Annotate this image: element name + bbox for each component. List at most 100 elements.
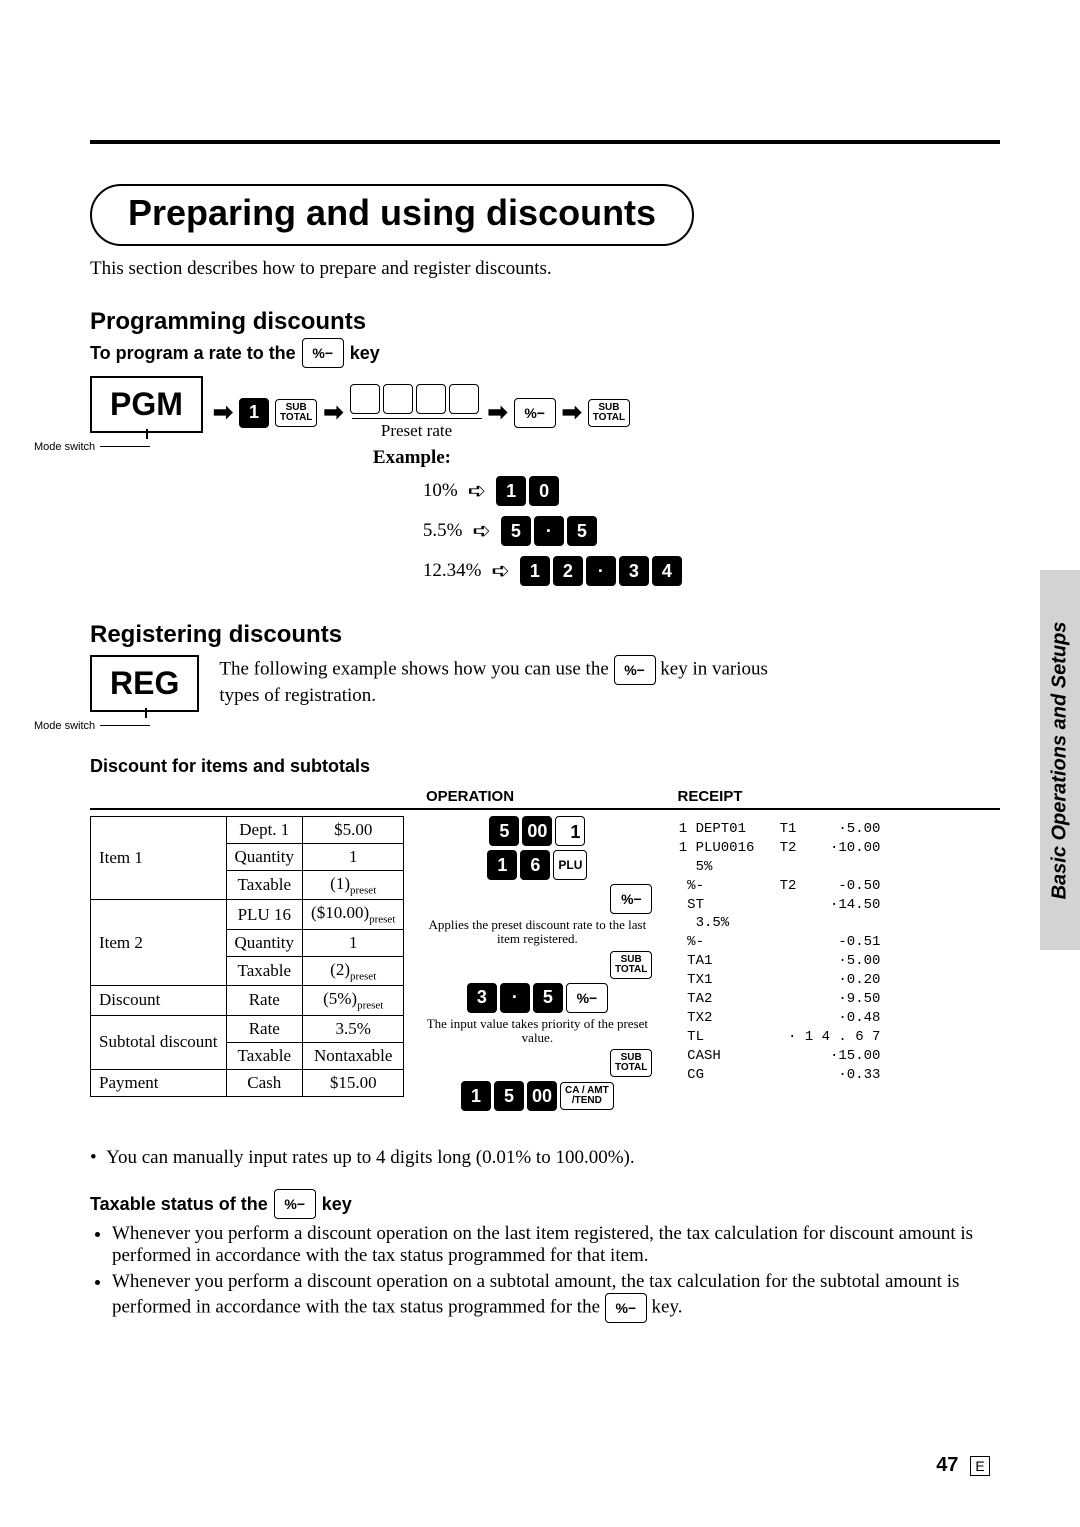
tax-bullet-2-text: Whenever you perform a discount operatio… [112, 1271, 959, 1317]
example-row: 10% ➪ 10 [423, 473, 682, 509]
table-cell: 1 [303, 929, 404, 956]
table-cell: (5%)preset [303, 986, 404, 1015]
subtotal-key-icon: SUB TOTAL [275, 399, 317, 427]
mode-switch-label: Mode switch [34, 720, 95, 732]
reg-mode-box: REG [90, 655, 199, 712]
page-number: 47 E [936, 1454, 990, 1477]
arrow-icon: ➡ [488, 395, 508, 431]
plu-key-icon: PLU [553, 850, 587, 880]
subtotal-key-icon: SUB TOTAL [588, 399, 630, 427]
percent-minus-key-icon: %− [566, 983, 608, 1013]
example-label: Example: [373, 447, 682, 469]
key-00: 00 [522, 816, 552, 846]
key-1: 1 [496, 476, 526, 506]
pgm-sequence: PGM Mode switch ➡ 1 SUB TOTAL ➡ [90, 376, 1000, 593]
key-dot: · [500, 983, 530, 1013]
ca-amt-tend-key-icon: CA / AMT /TEND [560, 1082, 614, 1110]
tax-head-prefix: Taxable status of the [90, 1194, 268, 1215]
reg-body-prefix: The following example shows how you can … [219, 658, 613, 679]
table-cell: ($10.00)preset [303, 900, 404, 929]
programming-discounts-heading: Programming discounts [90, 308, 1000, 336]
registering-discounts-body: The following example shows how you can … [219, 655, 779, 707]
arrow-icon: ➡ [562, 395, 582, 431]
percent-minus-key-icon: %− [274, 1189, 316, 1219]
dept-1-key-icon: 1 [555, 816, 585, 846]
table-cell: $15.00 [303, 1069, 404, 1096]
table-cell: Taxable [226, 1042, 303, 1069]
subtotal-key-icon: SUB TOTAL [610, 951, 652, 979]
example-key-row: 10 [496, 476, 559, 506]
open-arrow-icon: ➪ [468, 473, 486, 509]
mode-switch-leader [100, 446, 150, 447]
key-1: 1 [239, 398, 269, 428]
table-cell: (1)preset [303, 871, 404, 900]
example-percent-label: 10% [423, 480, 458, 502]
manual-input-note: • You can manually input rates up to 4 d… [90, 1147, 1000, 1169]
table-cell: Quantity [226, 844, 303, 871]
key-5: 5 [489, 816, 519, 846]
table-cell: Quantity [226, 929, 303, 956]
table-cell: 3.5% [303, 1015, 404, 1042]
table-row: Item 2PLU 16($10.00)preset [91, 900, 404, 929]
subtotal-bot: TOTAL [280, 413, 312, 423]
table-row: PaymentCash$15.00 [91, 1069, 404, 1096]
table-cell: PLU 16 [226, 900, 303, 929]
table-cell: Item 1 [91, 817, 227, 900]
key-5: 5 [501, 516, 531, 546]
percent-minus-key-icon: %− [514, 398, 556, 428]
blank-key-icon [449, 384, 479, 414]
key-6: 6 [520, 850, 550, 880]
key-5: 5 [494, 1081, 524, 1111]
example-key-row: 12·34 [520, 556, 682, 586]
key-3: 3 [467, 983, 497, 1013]
subhead-suffix: key [350, 343, 380, 364]
table-row: Subtotal discountRate3.5% [91, 1015, 404, 1042]
subhead-prefix: To program a rate to the [90, 343, 296, 364]
key-·: · [586, 556, 616, 586]
table-cell: Dept. 1 [226, 817, 303, 844]
key-5: 5 [567, 516, 597, 546]
key-2: 2 [553, 556, 583, 586]
percent-minus-key-icon: %− [302, 338, 344, 368]
tax-bullet-2-suffix: key. [652, 1297, 683, 1318]
page-letter: E [970, 1456, 990, 1476]
table-cell: Taxable [226, 871, 303, 900]
operation-column: 5 00 1 1 6 PLU %− Applies the preset dis… [422, 816, 652, 1119]
blank-key-icon [416, 384, 446, 414]
table-cell: Nontaxable [303, 1042, 404, 1069]
subtotal-top: SUB [286, 403, 307, 413]
pgm-mode-box: PGM [90, 376, 203, 433]
percent-minus-key-icon: %− [605, 1293, 647, 1323]
receipt-header: RECEIPT [590, 785, 830, 808]
open-arrow-icon: ➪ [472, 513, 490, 549]
side-tab-label: Basic Operations and Setups [1049, 621, 1072, 899]
key-5: 5 [533, 983, 563, 1013]
arrow-icon: ➡ [323, 395, 343, 431]
arrow-icon: ➡ [213, 395, 233, 431]
tax-head-suffix: key [322, 1194, 352, 1215]
key-3: 3 [619, 556, 649, 586]
mode-switch-leader [100, 725, 150, 726]
receipt-printout: 1 DEPT01 T1 ·5.00 1 PLU0016 T2 ·10.00 5%… [670, 816, 880, 1088]
example-key-row: 5·5 [501, 516, 597, 546]
operation-header: OPERATION [350, 785, 590, 808]
taxable-status-list: Whenever you perform a discount operatio… [90, 1223, 1000, 1323]
discount-items-heading: Discount for items and subtotals [90, 756, 1000, 777]
example-percent-label: 12.34% [423, 560, 482, 582]
mode-switch-label: Mode switch [34, 441, 95, 453]
example-percent-label: 5.5% [423, 520, 463, 542]
op-caption-1: Applies the preset discount rate to the … [422, 918, 652, 947]
blank-key-icon [350, 384, 380, 414]
example-row: 12.34%➪12·34 [423, 553, 682, 589]
table-cell: 1 [303, 844, 404, 871]
table-row: DiscountRate(5%)preset [91, 986, 404, 1015]
table-cell: Subtotal discount [91, 1015, 227, 1069]
op-caption-2: The input value takes priority of the pr… [422, 1017, 652, 1046]
side-tab: Basic Operations and Setups [1040, 570, 1080, 950]
table-row: Item 1Dept. 1$5.00 [91, 817, 404, 844]
table-cell: Taxable [226, 956, 303, 985]
program-rate-subhead: To program a rate to the %− key [90, 338, 1000, 368]
key-1: 1 [461, 1081, 491, 1111]
blank-key-icon [383, 384, 413, 414]
table-cell: Rate [226, 1015, 303, 1042]
